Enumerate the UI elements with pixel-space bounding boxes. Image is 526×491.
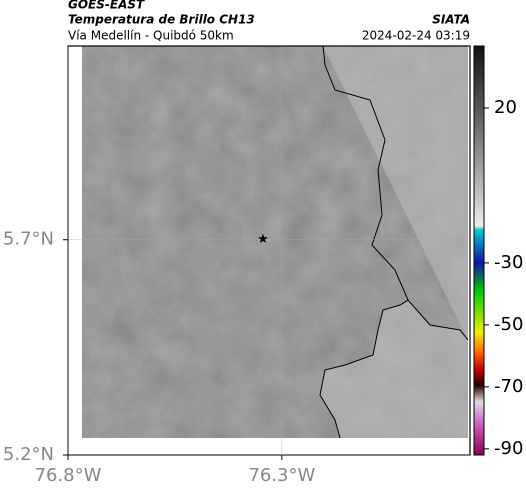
colorbar xyxy=(473,45,485,456)
colorbar-tick-label: -50 xyxy=(494,314,523,335)
colorbar-tick-label: -70 xyxy=(494,376,523,397)
x-tick-label: 76.8°W xyxy=(35,465,102,486)
product: Temperatura de Brillo CH13 xyxy=(68,13,255,27)
x-tick-label: 76.3°W xyxy=(248,465,315,486)
station-marker: ★ xyxy=(257,232,269,247)
colorbar-tick-label: -30 xyxy=(494,252,523,273)
route: Vía Medellín - Quibdó 50km xyxy=(68,29,234,43)
colorbar-tick-label: -90 xyxy=(494,438,523,459)
satellite-image xyxy=(82,46,468,438)
datetime: 2024-02-24 03:19 xyxy=(362,29,470,43)
satellite: GOES-EAST xyxy=(68,0,145,12)
source: SIATA xyxy=(432,13,470,27)
y-tick-label: 5.7°N xyxy=(3,229,54,250)
colorbar-tick-label: 20 xyxy=(494,97,517,118)
y-tick-label: 5.2°N xyxy=(3,444,54,465)
